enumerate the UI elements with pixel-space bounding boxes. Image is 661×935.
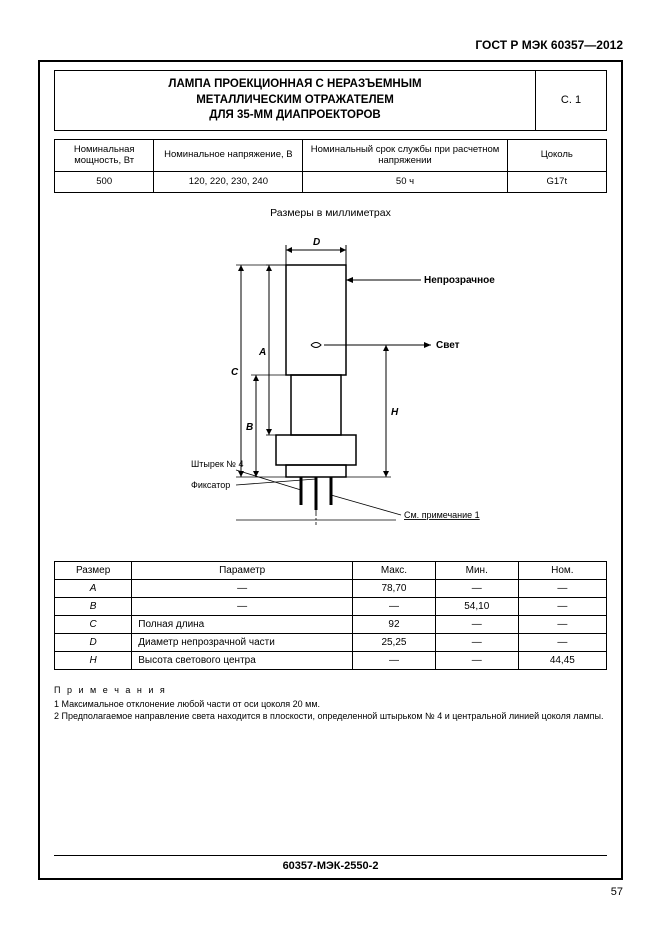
- note-2: 2 Предполагаемое направление света наход…: [54, 710, 607, 722]
- dim-H-label: H: [391, 407, 399, 418]
- table-row: Размер Параметр Макс. Мин. Ном.: [55, 562, 607, 580]
- cell-min: —: [435, 580, 518, 598]
- dim-B-label: B: [246, 422, 253, 433]
- cell-text: Номинальный срок службы при расчетном на…: [311, 144, 500, 167]
- cell-nom: 44,45: [518, 652, 606, 670]
- main-frame: ЛАМПА ПРОЕКЦИОННАЯ С НЕРАЗЪЕМНЫМ МЕТАЛЛИ…: [38, 60, 623, 880]
- cell-param: Полная длина: [132, 616, 353, 634]
- spec-value-cap: G17t: [507, 172, 606, 193]
- document-page: ГОСТ Р МЭК 60357—2012 ЛАМПА ПРОЕКЦИОННАЯ…: [0, 0, 661, 935]
- title-line1: ЛАМПА ПРОЕКЦИОННАЯ С НЕРАЗЪЕМНЫМ: [168, 78, 421, 90]
- cell-size: D: [55, 634, 132, 652]
- note-1: 1 Максимальное отклонение любой части от…: [54, 698, 607, 710]
- spec-value-life: 50 ч: [303, 172, 507, 193]
- spec-table: Номинальная мощность, Вт Номинальное нап…: [54, 139, 607, 194]
- spec-header-voltage: Номинальное напряжение, В: [154, 139, 303, 172]
- cell-text: Цоколь: [541, 149, 573, 160]
- document-standard-header: ГОСТ Р МЭК 60357—2012: [38, 38, 623, 52]
- diagram-caption: Размеры в миллиметрах: [54, 207, 607, 219]
- cell-min: —: [435, 652, 518, 670]
- cell-max: 25,25: [353, 634, 436, 652]
- footer-code: 60357-МЭК-2550-2: [54, 855, 607, 872]
- table-row: A — 78,70 — —: [55, 580, 607, 598]
- table-row: C Полная длина 92 — —: [55, 616, 607, 634]
- dims-header-param: Параметр: [132, 562, 353, 580]
- cell-param: —: [132, 598, 353, 616]
- cell-nom: —: [518, 634, 606, 652]
- table-row: D Диаметр непрозрачной части 25,25 — —: [55, 634, 607, 652]
- cell-size: H: [55, 652, 132, 670]
- pin-label: Штырек № 4: [191, 459, 243, 469]
- cell-max: 78,70: [353, 580, 436, 598]
- title-cell: ЛАМПА ПРОЕКЦИОННАЯ С НЕРАЗЪЕМНЫМ МЕТАЛЛИ…: [55, 71, 536, 130]
- cell-param: Высота светового центра: [132, 652, 353, 670]
- cell-text: Номинальное напряжение, В: [164, 149, 293, 160]
- dim-D-label: D: [313, 237, 320, 248]
- cell-param: —: [132, 580, 353, 598]
- fixator-label: Фиксатор: [191, 480, 230, 490]
- cell-nom: —: [518, 580, 606, 598]
- table-row: H Высота светового центра — — 44,45: [55, 652, 607, 670]
- dims-header-max: Макс.: [353, 562, 436, 580]
- note1-label: См. примечание 1: [404, 510, 480, 520]
- dimensions-table: Размер Параметр Макс. Мин. Ном. A — 78,7…: [54, 561, 607, 670]
- cell-param: Диаметр непрозрачной части: [132, 634, 353, 652]
- dims-header-size: Размер: [55, 562, 132, 580]
- cell-max: —: [353, 598, 436, 616]
- spec-value-power: 500: [55, 172, 154, 193]
- notes-block: П р и м е ч а н и я 1 Максимальное откло…: [54, 684, 607, 722]
- dims-header-min: Мин.: [435, 562, 518, 580]
- page-number: 57: [38, 886, 623, 898]
- notes-title: П р и м е ч а н и я: [54, 684, 607, 696]
- table-row: Номинальная мощность, Вт Номинальное нап…: [55, 139, 607, 172]
- cell-size: C: [55, 616, 132, 634]
- spec-header-cap: Цоколь: [507, 139, 606, 172]
- sheet-page-ref: С. 1: [536, 71, 606, 130]
- cell-size: B: [55, 598, 132, 616]
- cell-min: —: [435, 616, 518, 634]
- cell-nom: —: [518, 616, 606, 634]
- cell-nom: —: [518, 598, 606, 616]
- cell-text: Номинальная мощность, Вт: [74, 144, 135, 167]
- title-line2: МЕТАЛЛИЧЕСКИМ ОТРАЖАТЕЛЕМ: [196, 94, 394, 106]
- cell-min: 54,10: [435, 598, 518, 616]
- light-label: Свет: [436, 340, 460, 351]
- cell-max: 92: [353, 616, 436, 634]
- cell-size: A: [55, 580, 132, 598]
- opaque-label: Непрозрачное: [424, 275, 495, 286]
- title-row: ЛАМПА ПРОЕКЦИОННАЯ С НЕРАЗЪЕМНЫМ МЕТАЛЛИ…: [54, 70, 607, 131]
- spec-value-voltage: 120, 220, 230, 240: [154, 172, 303, 193]
- dim-A-label: A: [258, 347, 266, 358]
- lamp-diagram: D: [54, 225, 607, 555]
- table-row: 500 120, 220, 230, 240 50 ч G17t: [55, 172, 607, 193]
- cell-max: —: [353, 652, 436, 670]
- spec-header-life: Номинальный срок службы при расчетном на…: [303, 139, 507, 172]
- cell-min: —: [435, 634, 518, 652]
- title-line3: ДЛЯ 35-ММ ДИАПРОЕКТОРОВ: [209, 109, 380, 121]
- dims-header-nom: Ном.: [518, 562, 606, 580]
- table-row: B — — 54,10 —: [55, 598, 607, 616]
- dim-C-label: C: [231, 367, 239, 378]
- spec-header-power: Номинальная мощность, Вт: [55, 139, 154, 172]
